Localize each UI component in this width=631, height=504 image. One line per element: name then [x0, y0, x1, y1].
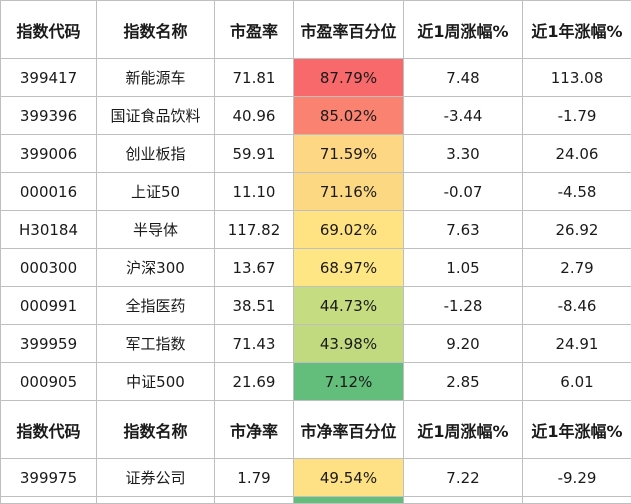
- pe-table-row: 399006 创业板指 59.91 71.59% 3.30 24.06: [0, 134, 631, 173]
- index-name-cell: 证券公司: [96, 458, 215, 497]
- week-change-cell: 3.30: [403, 134, 523, 173]
- index-name-cell: 沪深300: [96, 248, 215, 287]
- column-header: 指数代码: [0, 0, 97, 59]
- ratio-cell: 40.96: [214, 96, 294, 135]
- week-change-cell: 1.05: [403, 248, 523, 287]
- week-change-cell: 7.22: [403, 458, 523, 497]
- year-change-cell: 26.92: [522, 210, 631, 249]
- week-change-cell: [403, 496, 523, 504]
- column-header: 市盈率: [214, 0, 294, 59]
- year-change-cell: 2.79: [522, 248, 631, 287]
- ratio-cell: 59.91: [214, 134, 294, 173]
- column-header: 指数名称: [96, 0, 215, 59]
- percentile-cell: [293, 496, 404, 504]
- ratio-cell: 13.67: [214, 248, 294, 287]
- pe-table-row: 399959 军工指数 71.43 43.98% 9.20 24.91: [0, 324, 631, 363]
- index-name-cell: 军工指数: [96, 324, 215, 363]
- year-change-cell: 24.91: [522, 324, 631, 363]
- column-header: 近1年涨幅%: [522, 0, 631, 59]
- percentile-cell: 69.02%: [293, 210, 404, 249]
- pe-table-row: 000016 上证50 11.10 71.16% -0.07 -4.58: [0, 172, 631, 211]
- year-change-cell: -8.46: [522, 286, 631, 325]
- index-code-cell: 000991: [0, 286, 97, 325]
- index-name-cell: [96, 496, 215, 504]
- week-change-cell: 9.20: [403, 324, 523, 363]
- percentile-cell: 85.02%: [293, 96, 404, 135]
- percentile-cell: 43.98%: [293, 324, 404, 363]
- year-change-cell: -1.79: [522, 96, 631, 135]
- year-change-cell: -4.58: [522, 172, 631, 211]
- ratio-cell: 21.69: [214, 362, 294, 401]
- year-change-cell: 113.08: [522, 58, 631, 97]
- column-header: 指数名称: [96, 400, 215, 459]
- index-code-cell: 399417: [0, 58, 97, 97]
- week-change-cell: 7.48: [403, 58, 523, 97]
- pe-table-row: 399396 国证食品饮料 40.96 85.02% -3.44 -1.79: [0, 96, 631, 135]
- pe-header-row: 指数代码 指数名称 市盈率 市盈率百分位 近1周涨幅% 近1年涨幅%: [0, 0, 631, 59]
- column-header: 近1年涨幅%: [522, 400, 631, 459]
- column-header: 近1周涨幅%: [403, 400, 523, 459]
- year-change-cell: 6.01: [522, 362, 631, 401]
- week-change-cell: -3.44: [403, 96, 523, 135]
- pb-header-row: 指数代码 指数名称 市净率 市净率百分位 近1周涨幅% 近1年涨幅%: [0, 400, 631, 459]
- percentile-cell: 71.16%: [293, 172, 404, 211]
- ratio-cell: 117.82: [214, 210, 294, 249]
- percentile-cell: 68.97%: [293, 248, 404, 287]
- year-change-cell: [522, 496, 631, 504]
- ratio-cell: 1.79: [214, 458, 294, 497]
- percentile-cell: 7.12%: [293, 362, 404, 401]
- index-name-cell: 上证50: [96, 172, 215, 211]
- ratio-cell: 71.43: [214, 324, 294, 363]
- column-header: 市净率百分位: [293, 400, 404, 459]
- week-change-cell: -0.07: [403, 172, 523, 211]
- pe-table-row: 000905 中证500 21.69 7.12% 2.85 6.01: [0, 362, 631, 401]
- pe-table-row: 000300 沪深300 13.67 68.97% 1.05 2.79: [0, 248, 631, 287]
- index-code-cell: 399396: [0, 96, 97, 135]
- ratio-cell: 11.10: [214, 172, 294, 211]
- year-change-cell: -9.29: [522, 458, 631, 497]
- index-code-cell: 000905: [0, 362, 97, 401]
- column-header: 指数代码: [0, 400, 97, 459]
- percentile-cell: 44.73%: [293, 286, 404, 325]
- percentile-cell: 71.59%: [293, 134, 404, 173]
- column-header: 市盈率百分位: [293, 0, 404, 59]
- column-header: 近1周涨幅%: [403, 0, 523, 59]
- week-change-cell: 2.85: [403, 362, 523, 401]
- pb-table-row-partial: [0, 496, 631, 504]
- index-code-cell: 399006: [0, 134, 97, 173]
- year-change-cell: 24.06: [522, 134, 631, 173]
- pe-table-row: H30184 半导体 117.82 69.02% 7.63 26.92: [0, 210, 631, 249]
- index-name-cell: 中证500: [96, 362, 215, 401]
- index-code-cell: [0, 496, 97, 504]
- pe-table-row: 399417 新能源车 71.81 87.79% 7.48 113.08: [0, 58, 631, 97]
- index-name-cell: 创业板指: [96, 134, 215, 173]
- index-name-cell: 国证食品饮料: [96, 96, 215, 135]
- week-change-cell: -1.28: [403, 286, 523, 325]
- ratio-cell: 71.81: [214, 58, 294, 97]
- index-code-cell: 000016: [0, 172, 97, 211]
- index-name-cell: 半导体: [96, 210, 215, 249]
- percentile-cell: 87.79%: [293, 58, 404, 97]
- percentile-cell: 49.54%: [293, 458, 404, 497]
- column-header: 市净率: [214, 400, 294, 459]
- index-name-cell: 全指医药: [96, 286, 215, 325]
- index-code-cell: 399975: [0, 458, 97, 497]
- week-change-cell: 7.63: [403, 210, 523, 249]
- index-name-cell: 新能源车: [96, 58, 215, 97]
- index-code-cell: 000300: [0, 248, 97, 287]
- ratio-cell: 38.51: [214, 286, 294, 325]
- index-code-cell: H30184: [0, 210, 97, 249]
- index-code-cell: 399959: [0, 324, 97, 363]
- ratio-cell: [214, 496, 294, 504]
- pe-table-row: 000991 全指医药 38.51 44.73% -1.28 -8.46: [0, 286, 631, 325]
- pb-table-row: 399975 证券公司 1.79 49.54% 7.22 -9.29: [0, 458, 631, 497]
